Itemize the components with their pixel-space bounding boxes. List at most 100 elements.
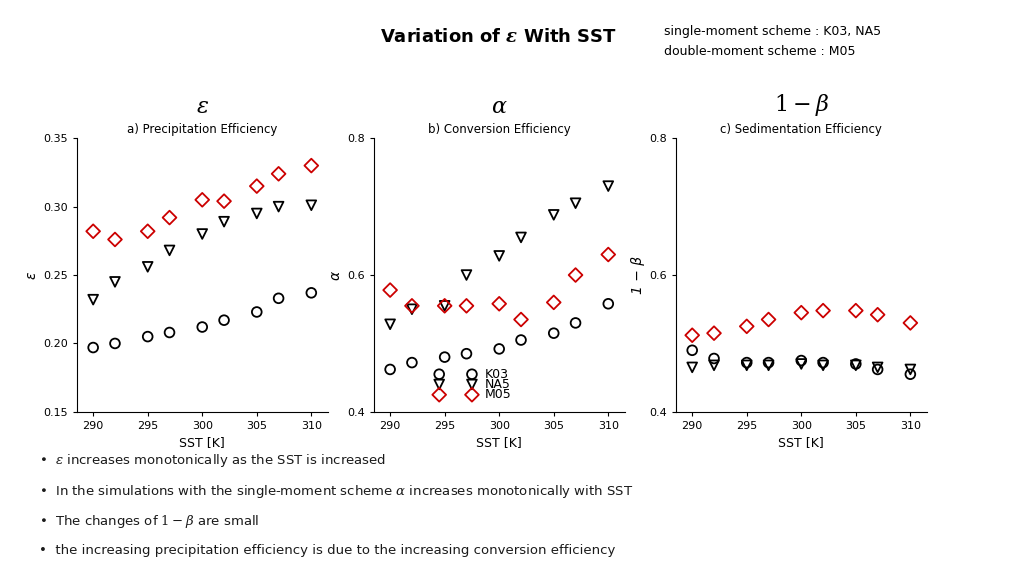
Point bbox=[216, 217, 232, 226]
Point bbox=[848, 361, 864, 370]
Point bbox=[706, 361, 722, 370]
Point bbox=[139, 227, 156, 236]
Point bbox=[902, 319, 919, 328]
Point bbox=[684, 331, 700, 340]
Point bbox=[869, 310, 886, 319]
Text: Small Domain Simulations: Small Domain Simulations bbox=[38, 42, 283, 60]
Point bbox=[303, 200, 319, 210]
Point bbox=[492, 344, 508, 354]
Point bbox=[382, 320, 398, 329]
Text: single-moment scheme : K03, NA5: single-moment scheme : K03, NA5 bbox=[664, 25, 881, 38]
Point bbox=[567, 319, 584, 328]
Point bbox=[546, 210, 562, 219]
Point bbox=[815, 361, 831, 370]
Text: $\epsilon$: $\epsilon$ bbox=[196, 96, 209, 118]
Point bbox=[106, 235, 123, 244]
Point bbox=[249, 209, 265, 218]
Point bbox=[403, 358, 420, 367]
Point bbox=[761, 315, 777, 324]
Point bbox=[848, 306, 864, 315]
Point bbox=[436, 301, 453, 310]
Point bbox=[195, 229, 211, 238]
Point bbox=[600, 299, 616, 308]
Point bbox=[464, 380, 480, 389]
Text: NA5: NA5 bbox=[485, 378, 511, 391]
Point bbox=[815, 358, 831, 367]
Text: •  The changes of $1 - \beta$ are small: • The changes of $1 - \beta$ are small bbox=[39, 513, 259, 530]
Point bbox=[106, 277, 123, 286]
Text: •  In the simulations with the single-moment scheme $\alpha$ increases monotonic: • In the simulations with the single-mom… bbox=[39, 483, 633, 500]
Point bbox=[546, 328, 562, 338]
Point bbox=[738, 322, 755, 331]
Point bbox=[464, 370, 480, 379]
Point bbox=[761, 361, 777, 370]
Point bbox=[303, 161, 319, 170]
Point bbox=[794, 356, 810, 365]
Y-axis label: 1 − β: 1 − β bbox=[631, 256, 645, 294]
Point bbox=[303, 288, 319, 297]
Point bbox=[106, 339, 123, 348]
Point bbox=[513, 335, 529, 344]
Point bbox=[902, 370, 919, 379]
Point bbox=[216, 196, 232, 206]
Point bbox=[403, 305, 420, 314]
Point bbox=[85, 227, 101, 236]
Point bbox=[567, 271, 584, 280]
Title: c) Sedimentation Efficiency: c) Sedimentation Efficiency bbox=[720, 123, 883, 136]
Point bbox=[162, 213, 178, 222]
Point bbox=[738, 358, 755, 367]
Title: a) Precipitation Efficiency: a) Precipitation Efficiency bbox=[127, 123, 278, 136]
X-axis label: SST [K]: SST [K] bbox=[476, 437, 522, 449]
Point bbox=[848, 359, 864, 369]
Point bbox=[902, 365, 919, 374]
Point bbox=[600, 181, 616, 191]
Point bbox=[162, 246, 178, 255]
Text: •  $\epsilon$ increases monotonically as the SST is increased: • $\epsilon$ increases monotonically as … bbox=[39, 452, 386, 469]
Point bbox=[403, 301, 420, 310]
Point bbox=[869, 365, 886, 374]
Point bbox=[600, 250, 616, 259]
Point bbox=[162, 328, 178, 337]
Point bbox=[513, 315, 529, 324]
Point bbox=[270, 202, 287, 211]
Y-axis label: ε: ε bbox=[25, 271, 39, 279]
Point bbox=[249, 181, 265, 191]
Point bbox=[139, 262, 156, 271]
Point bbox=[459, 349, 475, 358]
Point bbox=[546, 298, 562, 307]
Point bbox=[794, 359, 810, 369]
Point bbox=[195, 323, 211, 332]
Title: b) Conversion Efficiency: b) Conversion Efficiency bbox=[428, 123, 570, 136]
Point bbox=[459, 301, 475, 310]
Text: $\alpha$: $\alpha$ bbox=[490, 96, 508, 118]
Point bbox=[270, 294, 287, 303]
Point bbox=[139, 332, 156, 341]
X-axis label: SST [K]: SST [K] bbox=[778, 437, 824, 449]
Point bbox=[567, 199, 584, 208]
Point bbox=[513, 233, 529, 242]
Text: •  the increasing precipitation efficiency is due to the increasing conversion e: • the increasing precipitation efficienc… bbox=[39, 544, 615, 557]
Point bbox=[492, 299, 508, 308]
Point bbox=[738, 361, 755, 370]
Point bbox=[869, 363, 886, 372]
Point bbox=[431, 380, 447, 389]
Point bbox=[761, 358, 777, 367]
Text: K03: K03 bbox=[485, 367, 509, 381]
Text: M05: M05 bbox=[485, 388, 512, 401]
Text: Variation of $\boldsymbol{\epsilon}$ With SST: Variation of $\boldsymbol{\epsilon}$ Wit… bbox=[380, 28, 617, 47]
Point bbox=[382, 365, 398, 374]
Point bbox=[431, 370, 447, 379]
Point bbox=[436, 301, 453, 310]
Text: double-moment scheme : M05: double-moment scheme : M05 bbox=[664, 46, 855, 58]
Point bbox=[492, 251, 508, 260]
Point bbox=[684, 346, 700, 355]
Point bbox=[85, 343, 101, 352]
Point bbox=[85, 295, 101, 304]
Point bbox=[436, 353, 453, 362]
Point bbox=[431, 390, 447, 399]
Point bbox=[464, 390, 480, 399]
Point bbox=[815, 306, 831, 315]
Point bbox=[195, 195, 211, 204]
Point bbox=[382, 286, 398, 295]
Point bbox=[794, 308, 810, 317]
